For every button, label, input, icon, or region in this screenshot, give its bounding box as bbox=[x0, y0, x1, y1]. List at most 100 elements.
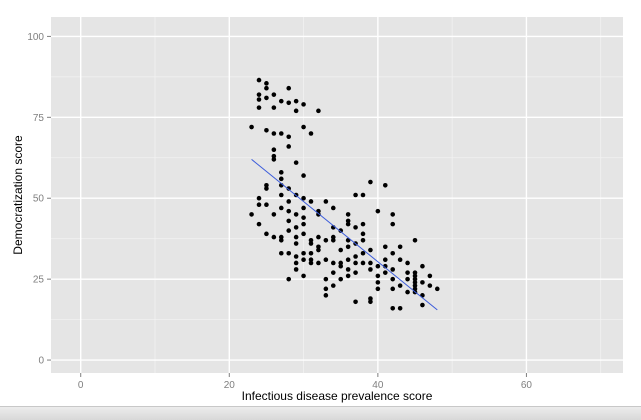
data-point bbox=[286, 144, 292, 149]
data-point bbox=[264, 85, 269, 91]
data-point bbox=[330, 270, 336, 275]
data-point bbox=[338, 260, 344, 266]
data-point bbox=[293, 160, 299, 165]
data-point bbox=[301, 221, 306, 227]
data-point bbox=[256, 105, 262, 110]
data-point bbox=[390, 212, 396, 217]
data-point bbox=[271, 157, 277, 162]
data-point bbox=[293, 234, 299, 240]
data-point bbox=[390, 221, 396, 227]
data-point bbox=[338, 247, 344, 253]
grid-lines bbox=[51, 17, 623, 373]
data-point bbox=[271, 147, 277, 152]
data-point bbox=[405, 276, 410, 282]
data-point bbox=[293, 241, 299, 246]
data-point bbox=[301, 102, 306, 107]
data-point bbox=[323, 257, 329, 263]
data-point bbox=[308, 250, 314, 256]
data-point bbox=[278, 238, 284, 243]
data-point bbox=[256, 202, 262, 208]
data-point bbox=[301, 195, 306, 201]
data-point bbox=[286, 218, 292, 224]
data-point bbox=[301, 257, 306, 263]
data-point bbox=[360, 192, 366, 198]
data-point bbox=[278, 176, 284, 182]
x-tick-label: 60 bbox=[521, 380, 533, 391]
data-point bbox=[420, 263, 425, 269]
data-point bbox=[382, 270, 388, 275]
data-point bbox=[427, 273, 433, 279]
data-point bbox=[368, 247, 373, 253]
data-point bbox=[286, 100, 292, 106]
data-point bbox=[412, 238, 418, 243]
data-point bbox=[271, 234, 277, 240]
data-point bbox=[308, 260, 314, 266]
data-point bbox=[382, 257, 388, 263]
data-point bbox=[301, 250, 306, 256]
data-point bbox=[412, 283, 418, 288]
x-tick-label: 20 bbox=[224, 380, 236, 391]
data-point bbox=[345, 267, 351, 272]
data-point bbox=[390, 250, 396, 256]
data-point bbox=[278, 205, 284, 211]
y-tick-label: 25 bbox=[33, 275, 45, 286]
data-point bbox=[271, 212, 277, 217]
data-point bbox=[264, 81, 269, 86]
data-point bbox=[293, 98, 299, 104]
data-point bbox=[368, 299, 373, 305]
data-point bbox=[434, 286, 440, 292]
data-point bbox=[264, 186, 269, 191]
x-axis-label: Infectious disease prevalence score bbox=[242, 389, 433, 403]
y-tick-label: 50 bbox=[33, 194, 45, 205]
data-point bbox=[420, 302, 425, 308]
data-point bbox=[323, 199, 329, 204]
data-point bbox=[249, 124, 254, 130]
data-point bbox=[345, 273, 351, 279]
data-point bbox=[271, 92, 277, 97]
data-point bbox=[286, 134, 292, 140]
data-point bbox=[405, 270, 410, 275]
data-point bbox=[405, 260, 410, 266]
data-point bbox=[286, 186, 292, 191]
data-points bbox=[249, 77, 440, 311]
data-point bbox=[293, 212, 299, 217]
data-point bbox=[301, 173, 306, 178]
data-point bbox=[249, 212, 254, 217]
data-point bbox=[353, 260, 358, 266]
data-point bbox=[293, 267, 299, 272]
data-point bbox=[316, 260, 321, 266]
data-point bbox=[345, 218, 351, 224]
data-point bbox=[427, 283, 433, 288]
data-point bbox=[353, 270, 358, 275]
data-point bbox=[412, 286, 418, 292]
data-point bbox=[264, 231, 269, 237]
data-point bbox=[271, 105, 277, 110]
data-point bbox=[308, 257, 314, 263]
data-point bbox=[286, 276, 292, 282]
data-point bbox=[345, 221, 351, 227]
data-point bbox=[286, 199, 292, 204]
data-point bbox=[256, 97, 262, 102]
data-point bbox=[390, 286, 396, 292]
data-point bbox=[330, 238, 336, 243]
data-point bbox=[256, 77, 262, 83]
data-point bbox=[271, 153, 277, 159]
data-point bbox=[397, 283, 403, 288]
y-tick-label: 0 bbox=[38, 356, 44, 367]
data-point bbox=[256, 221, 262, 227]
data-point bbox=[293, 254, 299, 259]
data-point bbox=[278, 170, 284, 175]
data-point bbox=[316, 244, 321, 250]
data-point bbox=[353, 192, 358, 198]
data-point bbox=[301, 215, 306, 220]
data-point bbox=[323, 286, 329, 292]
data-point bbox=[330, 205, 336, 211]
data-point bbox=[360, 250, 366, 256]
axis-ticks: 0 20 40 60 0 25 50 75 100 bbox=[27, 32, 532, 391]
data-point bbox=[368, 296, 373, 301]
data-point bbox=[323, 293, 329, 298]
data-point bbox=[330, 283, 336, 288]
x-tick-label: 40 bbox=[372, 380, 384, 391]
data-point bbox=[345, 244, 351, 250]
